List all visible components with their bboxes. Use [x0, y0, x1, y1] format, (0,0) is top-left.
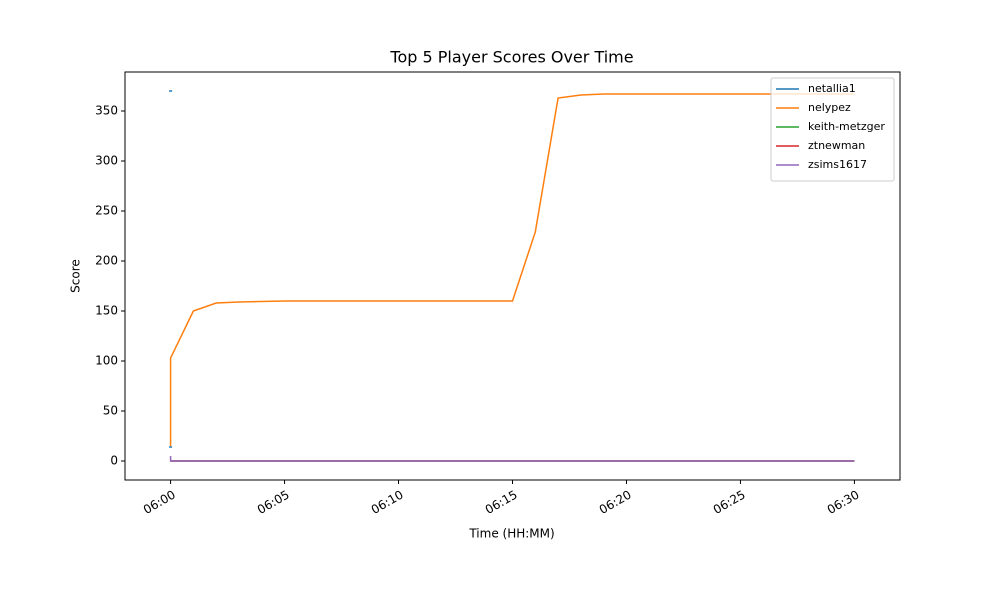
x-tick-label: 06:15: [483, 488, 520, 517]
x-tick-label: 06:25: [711, 488, 748, 517]
y-axis-label: Score: [69, 259, 83, 293]
x-tick-label: 06:05: [255, 488, 292, 517]
y-tick-label: 50: [103, 404, 118, 418]
y-tick-label: 300: [95, 154, 118, 168]
chart-title: Top 5 Player Scores Over Time: [389, 48, 633, 67]
y-tick-label: 250: [95, 204, 118, 218]
y-tick-label: 200: [95, 254, 118, 268]
series-line: [169, 456, 855, 462]
legend-label: netallia1: [808, 82, 856, 95]
legend-label: nelypez: [808, 101, 851, 114]
plot-frame: [124, 71, 901, 481]
y-tick-label: 100: [95, 354, 118, 368]
x-axis-label: Time (HH:MM): [468, 527, 554, 541]
y-tick-label: 0: [110, 454, 118, 468]
series-line: [169, 93, 855, 446]
legend-label: zsims1617: [808, 158, 867, 171]
legend-label: ztnewman: [808, 139, 865, 152]
x-tick-label: 06:30: [825, 488, 862, 517]
legend-box: [770, 77, 895, 182]
y-tick-label: 150: [95, 304, 118, 318]
y-tick-label: 350: [95, 104, 118, 118]
x-tick-label: 06:10: [369, 488, 406, 517]
x-tick-label: 06:00: [141, 488, 178, 517]
legend-label: keith-metzger: [808, 120, 885, 133]
x-tick-label: 06:20: [597, 488, 634, 517]
